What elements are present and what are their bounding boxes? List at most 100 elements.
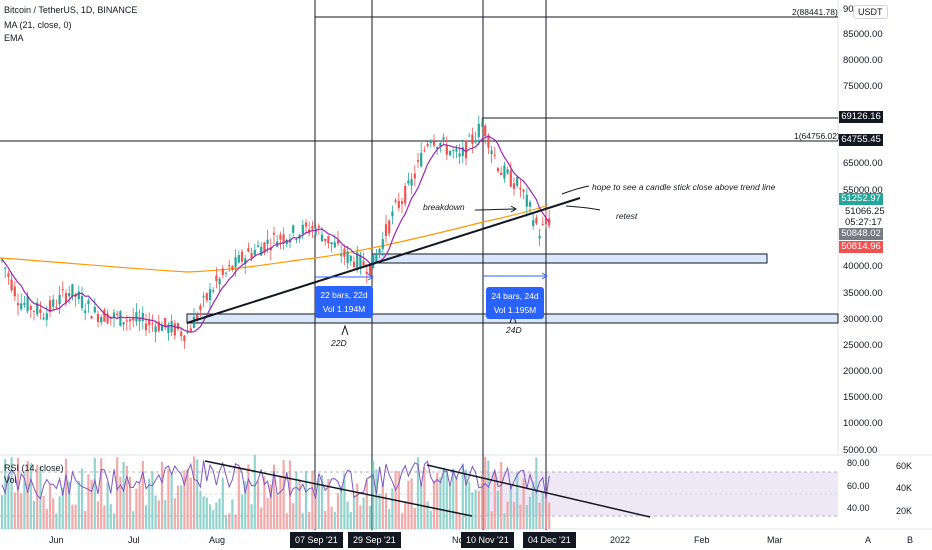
candle-body: [436, 147, 439, 149]
candle-body: [250, 252, 253, 259]
candle-body: [394, 200, 397, 202]
candle-body: [55, 307, 58, 309]
volume-bar: [112, 513, 116, 529]
breakdown-arrowhead: [510, 205, 517, 213]
volume-bar: [452, 468, 455, 529]
volume-bar: [23, 473, 26, 529]
candle-body: [135, 312, 138, 322]
candle-body: [372, 255, 375, 269]
volume-bar: [151, 471, 154, 529]
candle-body: [23, 302, 26, 306]
volume-bar: [135, 488, 138, 529]
volume-legend[interactable]: Vol: [4, 475, 17, 485]
volume-bar: [157, 500, 160, 529]
candle-body: [461, 147, 464, 156]
volume-bar: [333, 511, 336, 529]
date-price-range-box-2[interactable]: 24 bars, 24d Vol 1.195M: [486, 287, 544, 319]
annotation-24d[interactable]: 24D: [506, 325, 522, 335]
volume-bar: [362, 497, 365, 529]
candle-body: [100, 317, 103, 323]
volume-bar: [512, 502, 516, 529]
candle-body: [68, 292, 71, 297]
volume-bar: [125, 466, 128, 529]
time-label-2022: 2022: [610, 535, 631, 545]
fib-level-1-label[interactable]: 1(64756.02): [794, 131, 840, 141]
volume-bar: [141, 460, 144, 529]
volume-bar: [215, 502, 218, 529]
price-label-5000: 5000.00: [843, 445, 878, 456]
date-price-range-box-1[interactable]: 22 bars, 22d Vol 1.194M: [315, 286, 373, 318]
volume-axis-60k: 60K: [896, 461, 913, 471]
candle-body: [173, 323, 176, 336]
candle-body: [346, 251, 349, 264]
volume-bar: [96, 501, 100, 529]
volume-bar: [138, 484, 141, 529]
volume-bar: [525, 504, 528, 529]
annotation-retest[interactable]: retest: [616, 211, 638, 221]
candle-body: [391, 211, 394, 217]
candle-body: [404, 186, 407, 204]
volume-bar: [202, 496, 205, 529]
candle-body: [77, 291, 80, 300]
candle-body: [29, 305, 32, 310]
volume-bar: [90, 479, 93, 529]
volume-bar: [423, 467, 426, 529]
candle-body: [154, 326, 157, 333]
volume-bar: [52, 498, 55, 529]
annotation-breakdown[interactable]: breakdown: [423, 202, 465, 212]
volume-bar: [365, 479, 368, 529]
volume-bar: [218, 498, 221, 529]
candle-body: [106, 313, 109, 324]
rsi-legend[interactable]: RSI (14, close): [4, 463, 64, 473]
volume-bar: [388, 508, 391, 529]
candle-body: [503, 165, 506, 179]
volume-bar: [269, 484, 272, 529]
auto-scale-button[interactable]: A: [864, 535, 871, 545]
candle-body: [292, 225, 295, 233]
volume-bar: [16, 457, 20, 529]
symbol-title[interactable]: Bitcoin / TetherUS, 1D, BINANCE: [4, 5, 138, 15]
volume-bar: [522, 478, 525, 529]
range-volume-text: Vol 1.194M: [322, 304, 366, 314]
annotation-hope-text[interactable]: hope to see a candle stick close above t…: [592, 182, 776, 192]
fib-level-2-label[interactable]: 2(88441.78): [792, 7, 838, 17]
ema-price-tag: 50848.02: [839, 228, 883, 240]
currency-unit-button[interactable]: USDT: [853, 5, 888, 19]
ema-indicator-legend[interactable]: EMA: [4, 33, 24, 43]
ma-indicator-legend[interactable]: MA (21, close, 0): [4, 20, 72, 30]
volume-bar: [496, 490, 500, 529]
candle-body: [423, 150, 426, 152]
volume-bar: [292, 503, 295, 529]
volume-bar: [224, 514, 228, 529]
volume-bar: [359, 505, 362, 529]
ma-price-tag: 51252.97: [839, 193, 883, 205]
volume-bar: [420, 484, 423, 529]
volume-bar: [266, 497, 269, 529]
volume-bar: [7, 475, 10, 529]
volume-bar: [186, 468, 189, 529]
volume-bar: [192, 456, 196, 529]
candle-body: [119, 311, 122, 326]
volume-bar: [445, 471, 448, 529]
candle-body: [202, 296, 205, 298]
volume-bar: [532, 481, 535, 529]
candle-body: [48, 300, 52, 312]
candle-body: [468, 135, 471, 137]
volume-bar: [506, 501, 509, 529]
volume-bar: [378, 493, 381, 529]
log-scale-button[interactable]: B: [906, 535, 913, 545]
candle-body: [87, 300, 90, 305]
candle-body: [336, 240, 340, 244]
volume-bar: [45, 508, 48, 529]
volume-bar: [314, 490, 317, 529]
volume-bar: [180, 485, 183, 529]
candle-body: [506, 169, 509, 174]
candle-body: [416, 160, 420, 162]
volume-bar: [397, 471, 400, 529]
candle-body: [378, 248, 381, 253]
volume-bar: [276, 495, 279, 529]
trend-line: [186, 197, 581, 324]
volume-bar: [71, 504, 74, 529]
annotation-22d[interactable]: 22D: [331, 338, 347, 348]
